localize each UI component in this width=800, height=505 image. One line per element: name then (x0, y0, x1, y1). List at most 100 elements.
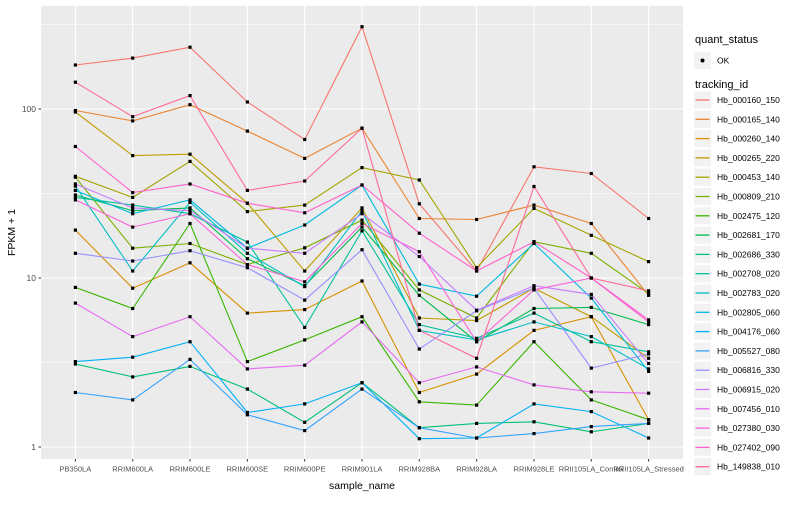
data-point-Hb_027402_090 (532, 240, 536, 244)
legend-label-tracking-id: Hb_000809_210 (717, 192, 780, 202)
data-point-Hb_002686_330 (303, 420, 307, 424)
data-point-Hb_006915_020 (417, 254, 421, 259)
data-point-Hb_006816_330 (73, 251, 77, 255)
data-point-Hb_000453_140 (245, 210, 249, 214)
data-point-Hb_002708_020 (303, 325, 307, 329)
data-point-Hb_149838_010 (475, 356, 479, 360)
data-point-Hb_002783_020 (589, 335, 593, 339)
data-point-Hb_002681_170 (245, 257, 249, 261)
data-point-Hb_002783_020 (131, 269, 135, 273)
data-point-Hb_002805_060 (589, 296, 593, 300)
data-point-Hb_002475_120 (589, 398, 593, 402)
data-point-Hb_002686_330 (131, 375, 135, 379)
data-point-Hb_007456_010 (73, 301, 77, 305)
data-point-Hb_000160_150 (417, 202, 421, 206)
data-point-Hb_000165_140 (475, 217, 479, 222)
x-tick-label: RRII105LA_Stressed (613, 465, 683, 474)
x-tick-label: RRII105LA_Control (559, 465, 624, 474)
legend-label-tracking-id: Hb_006915_020 (717, 385, 780, 395)
data-point-Hb_000809_210 (303, 246, 307, 250)
data-point-Hb_000260_140 (475, 372, 479, 376)
data-point-Hb_002783_020 (360, 209, 364, 213)
data-point-Hb_002686_330 (475, 421, 479, 425)
x-tick-label: RRIM928LA (456, 465, 497, 474)
data-point-Hb_005527_080 (303, 429, 307, 433)
data-point-Hb_000265_220 (303, 269, 307, 273)
x-tick-label: RRIM600LE (170, 465, 211, 474)
data-point-Hb_000453_140 (360, 166, 364, 170)
data-point-Hb_007456_010 (417, 381, 421, 385)
data-point-Hb_006816_330 (303, 298, 307, 302)
data-point-Hb_006915_020 (131, 206, 135, 210)
data-point-Hb_005527_080 (245, 413, 249, 417)
legend-label-tracking-id: Hb_027380_030 (717, 423, 780, 433)
data-point-Hb_000453_140 (647, 260, 651, 264)
data-point-Hb_000260_140 (131, 286, 135, 290)
legend-label-tracking-id: Hb_002805_060 (717, 307, 780, 317)
data-point-Hb_000260_140 (303, 308, 307, 312)
legend-ok-point-icon (700, 58, 705, 63)
x-tick-label: RRIM600PE (284, 465, 326, 474)
data-point-Hb_002805_060 (131, 212, 135, 216)
data-point-Hb_000165_140 (417, 216, 421, 221)
data-point-Hb_000160_150 (360, 25, 364, 29)
data-point-Hb_006915_020 (589, 292, 593, 296)
legend-label-tracking-id: Hb_000453_140 (717, 172, 780, 182)
data-point-Hb_002475_120 (188, 221, 192, 226)
legend-label-tracking-id: Hb_002708_020 (717, 269, 780, 279)
data-point-Hb_002686_330 (188, 364, 192, 368)
data-point-Hb_002681_170 (188, 206, 192, 210)
x-tick-label: RRIM901LA (342, 465, 383, 474)
data-point-Hb_000265_220 (475, 319, 479, 323)
data-point-Hb_002805_060 (647, 369, 651, 373)
data-point-Hb_002475_120 (131, 306, 135, 311)
data-point-Hb_000260_140 (532, 328, 536, 332)
data-point-Hb_027380_030 (475, 340, 479, 344)
data-point-Hb_002783_020 (245, 251, 249, 255)
data-point-Hb_004176_060 (417, 437, 421, 441)
data-point-Hb_006915_020 (245, 246, 249, 250)
data-point-Hb_002475_120 (647, 418, 651, 422)
data-point-Hb_000265_220 (188, 152, 192, 156)
legend-label-tracking-id: Hb_000160_150 (717, 95, 780, 105)
x-tick-label: RRIM928BA (398, 465, 440, 474)
data-point-Hb_006915_020 (647, 361, 651, 366)
data-point-Hb_000453_140 (303, 203, 307, 207)
data-point-Hb_027402_090 (475, 269, 479, 273)
data-point-Hb_005527_080 (188, 357, 192, 361)
data-point-Hb_000165_140 (647, 293, 651, 297)
data-point-Hb_002783_020 (303, 285, 307, 289)
data-point-Hb_027380_030 (532, 288, 536, 292)
data-point-Hb_002475_120 (245, 360, 249, 364)
data-point-Hb_000260_140 (245, 311, 249, 315)
legend-title-quant-status: quant_status (695, 34, 758, 46)
data-point-Hb_149838_010 (532, 184, 536, 189)
data-point-Hb_005527_080 (532, 432, 536, 436)
data-point-Hb_005527_080 (589, 425, 593, 429)
data-point-Hb_002783_020 (532, 320, 536, 324)
data-point-Hb_000165_140 (303, 156, 307, 160)
legend-label-tracking-id: Hb_000260_140 (717, 134, 780, 144)
data-point-Hb_027380_030 (245, 263, 249, 267)
data-point-Hb_000809_210 (589, 251, 593, 255)
data-point-Hb_006915_020 (303, 251, 307, 255)
legend-label-tracking-id: Hb_005527_080 (717, 346, 780, 356)
data-point-Hb_005527_080 (647, 421, 651, 425)
data-point-Hb_006816_330 (647, 352, 651, 356)
x-tick-label: PB350LA (60, 465, 92, 474)
data-point-Hb_002475_120 (532, 340, 536, 344)
data-point-Hb_002783_020 (475, 338, 479, 342)
data-point-Hb_002681_170 (73, 193, 77, 197)
data-point-Hb_027380_030 (647, 318, 651, 322)
data-point-Hb_006816_330 (360, 248, 364, 252)
data-point-Hb_000453_140 (475, 266, 479, 270)
data-point-Hb_002681_170 (131, 209, 135, 213)
data-point-Hb_006816_330 (245, 266, 249, 270)
data-point-Hb_027402_090 (303, 211, 307, 215)
data-point-Hb_027380_030 (417, 250, 421, 254)
data-point-Hb_149838_010 (647, 289, 651, 293)
data-point-Hb_002475_120 (360, 315, 364, 319)
data-point-Hb_005527_080 (73, 390, 77, 395)
x-tick-label: RRIM600LA (112, 465, 153, 474)
